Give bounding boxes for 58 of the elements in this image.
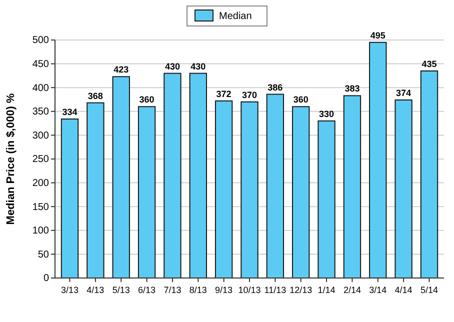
y-tick-label: 250 bbox=[32, 154, 50, 166]
x-tick-label: 8/13 bbox=[189, 285, 207, 295]
bar bbox=[343, 95, 362, 278]
y-tick-label: 50 bbox=[38, 249, 50, 260]
data-label: 383 bbox=[344, 84, 360, 94]
bar bbox=[240, 101, 258, 278]
data-label: 360 bbox=[139, 94, 154, 105]
bar bbox=[189, 72, 207, 278]
bar bbox=[214, 100, 233, 278]
x-tick-label: 4/13 bbox=[86, 285, 104, 295]
x-tick-label: 12/13 bbox=[290, 285, 312, 295]
legend-label: Median bbox=[219, 11, 252, 22]
x-tick-label: 1/14 bbox=[318, 285, 336, 295]
data-label: 430 bbox=[190, 61, 206, 72]
bar bbox=[164, 72, 182, 278]
bar bbox=[394, 99, 412, 278]
bar bbox=[112, 76, 130, 278]
x-tick-label: 2/14 bbox=[343, 285, 361, 295]
data-label: 430 bbox=[164, 61, 180, 72]
data-label: 330 bbox=[319, 108, 334, 119]
bar bbox=[420, 70, 438, 278]
x-tick-label: 5/14 bbox=[420, 285, 438, 295]
y-tick-label: 350 bbox=[32, 106, 50, 118]
y-tick-label: 500 bbox=[32, 35, 50, 46]
bar bbox=[86, 102, 104, 278]
x-tick-label: 3/14 bbox=[369, 285, 387, 295]
data-label: 360 bbox=[293, 94, 308, 105]
y-axis-title: Median Price (in $,000) % bbox=[5, 93, 17, 225]
data-label: 374 bbox=[396, 88, 412, 98]
bar bbox=[318, 120, 336, 278]
bar bbox=[60, 118, 79, 278]
y-tick-label: 300 bbox=[32, 130, 50, 142]
y-tick-label: 200 bbox=[32, 178, 50, 189]
data-label: 423 bbox=[114, 64, 129, 75]
bar bbox=[138, 106, 156, 278]
x-tick-label: 7/13 bbox=[164, 285, 182, 295]
bar bbox=[266, 94, 284, 278]
data-label: 386 bbox=[268, 82, 283, 92]
bar bbox=[292, 106, 310, 278]
x-tick-label: 10/13 bbox=[238, 285, 261, 295]
data-label: 435 bbox=[422, 58, 437, 69]
x-tick-label: 11/13 bbox=[264, 285, 286, 295]
data-label: 368 bbox=[88, 90, 103, 101]
data-label: 334 bbox=[62, 107, 78, 118]
data-label: 370 bbox=[242, 90, 258, 100]
y-tick-label: 0 bbox=[43, 273, 50, 284]
x-tick-label: 4/14 bbox=[394, 285, 412, 295]
x-tick-label: 9/13 bbox=[215, 285, 233, 295]
x-tick-label: 5/13 bbox=[112, 285, 130, 295]
data-label: 495 bbox=[370, 30, 386, 40]
y-tick-label: 150 bbox=[32, 202, 50, 213]
y-tick-label: 400 bbox=[32, 82, 50, 94]
y-tick-label: 100 bbox=[32, 226, 50, 237]
data-label: 372 bbox=[216, 88, 232, 99]
y-tick-label: 450 bbox=[32, 59, 50, 70]
x-tick-label: 6/13 bbox=[138, 285, 156, 295]
bar bbox=[369, 42, 387, 278]
x-tick-label: 3/13 bbox=[61, 285, 79, 295]
